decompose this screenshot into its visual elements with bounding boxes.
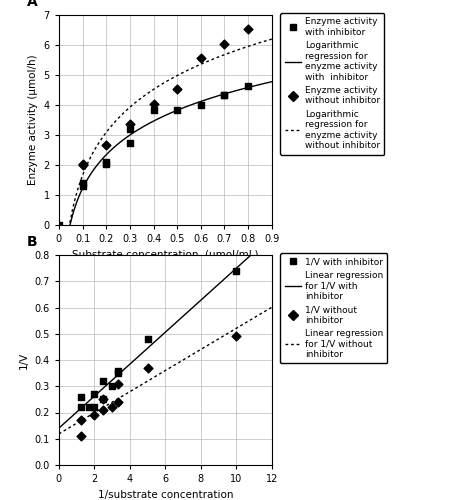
Point: [102, 160, 110, 168]
Point: [197, 101, 204, 109]
Text: A: A: [27, 0, 38, 8]
Point: [91, 403, 98, 411]
Point: [100, 377, 107, 385]
Point: [173, 106, 181, 114]
Point: [77, 393, 85, 401]
Point: [245, 24, 252, 32]
Y-axis label: 1/V: 1/V: [19, 352, 29, 368]
Point: [126, 138, 134, 146]
Point: [109, 403, 116, 411]
Point: [100, 406, 107, 414]
Point: [55, 221, 63, 229]
X-axis label: 1/substrate concentration: 1/substrate concentration: [97, 490, 233, 500]
Point: [126, 120, 134, 128]
Point: [100, 396, 107, 404]
Point: [114, 366, 121, 374]
Point: [109, 382, 116, 390]
Point: [79, 161, 86, 169]
Point: [233, 267, 240, 275]
Point: [77, 416, 85, 424]
Point: [85, 403, 92, 411]
Point: [77, 403, 85, 411]
Point: [100, 396, 107, 404]
Point: [79, 160, 86, 168]
Point: [221, 40, 228, 48]
Point: [91, 390, 98, 398]
Point: [102, 140, 110, 148]
Point: [221, 90, 228, 98]
Text: B: B: [27, 234, 38, 248]
Point: [91, 411, 98, 419]
Point: [79, 182, 86, 190]
Legend: 1/V with inhibitor, Linear regression
for 1/V with
inhibitor, 1/V without
inhibi: 1/V with inhibitor, Linear regression fo…: [280, 253, 387, 364]
Y-axis label: Enzyme activity (μmol/h): Enzyme activity (μmol/h): [28, 54, 38, 186]
Point: [114, 380, 121, 388]
Point: [233, 332, 240, 340]
Point: [144, 364, 151, 372]
Point: [197, 54, 204, 62]
Point: [144, 335, 151, 343]
X-axis label: Substrate concentration  (μmol/mL): Substrate concentration (μmol/mL): [72, 250, 259, 260]
Point: [77, 432, 85, 440]
Point: [79, 179, 86, 187]
Point: [114, 369, 121, 377]
Point: [114, 398, 121, 406]
Legend: Enzyme activity
with inhibitor, Logarithmic
regression for
enyzme activity
with : Enzyme activity with inhibitor, Logarith…: [280, 13, 384, 154]
Point: [245, 82, 252, 90]
Point: [221, 90, 228, 98]
Point: [150, 106, 157, 114]
Point: [102, 158, 110, 166]
Point: [126, 125, 134, 133]
Point: [150, 100, 157, 108]
Point: [173, 86, 181, 94]
